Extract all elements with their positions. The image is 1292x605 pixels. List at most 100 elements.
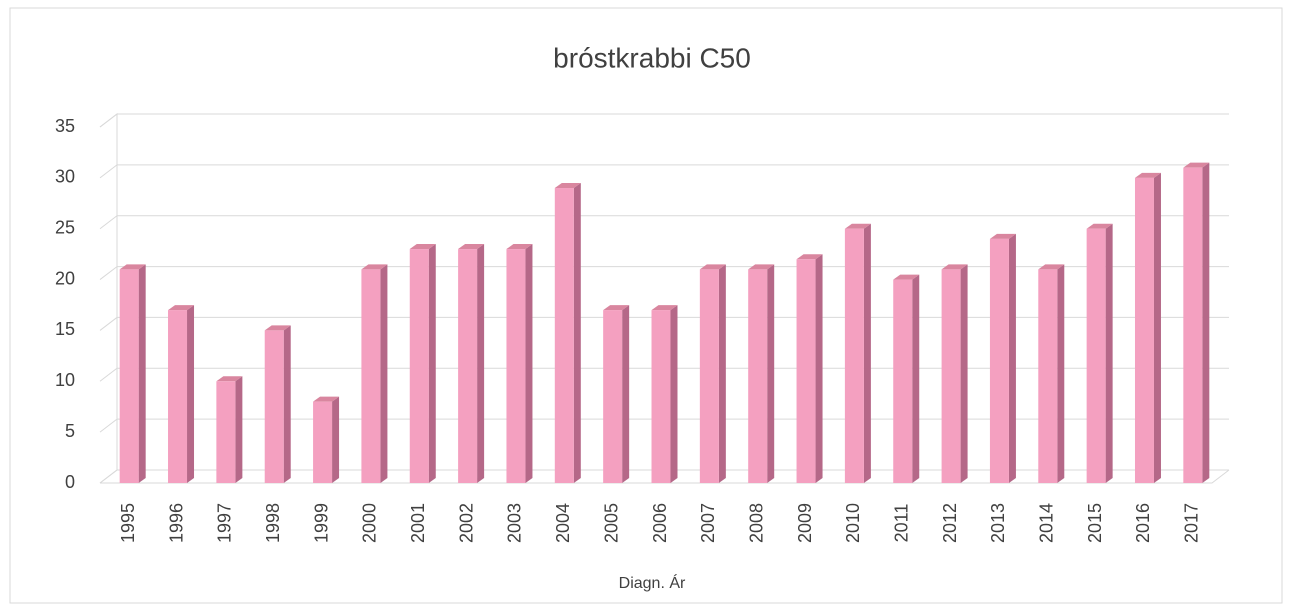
bar <box>941 269 961 483</box>
bar <box>603 310 623 483</box>
grid-line <box>99 164 1229 179</box>
bar-side <box>1153 172 1161 483</box>
bar-side <box>912 274 920 483</box>
x-tick-label: 2016 <box>1133 503 1153 543</box>
bar <box>893 279 913 483</box>
bar-top <box>458 244 485 250</box>
bar-side <box>283 325 291 483</box>
bar <box>1086 228 1106 483</box>
x-tick-label: 1998 <box>263 503 283 543</box>
bar-top <box>844 223 871 229</box>
bar <box>554 188 574 483</box>
x-tick-label: 2010 <box>843 503 863 543</box>
x-tick-label: 2005 <box>601 503 621 543</box>
bar-side <box>477 244 485 483</box>
x-tick-label: 2007 <box>698 503 718 543</box>
x-tick-label: 2017 <box>1182 503 1202 543</box>
x-tick-label: 1999 <box>311 503 331 543</box>
grid-line <box>99 113 1229 128</box>
bar <box>264 330 284 483</box>
bar-side <box>815 254 823 483</box>
x-tick-label: 2006 <box>650 503 670 543</box>
bar-top <box>409 244 436 250</box>
bar-side <box>332 396 340 483</box>
x-tick-label: 2015 <box>1085 503 1105 543</box>
bar-side <box>1008 233 1016 483</box>
bar-side <box>718 264 726 483</box>
x-tick-label: 2001 <box>408 503 428 543</box>
bar-top <box>893 274 920 280</box>
bar <box>409 249 429 483</box>
y-tick-label: 15 <box>55 319 75 339</box>
bar-side <box>138 264 146 483</box>
bar-side <box>428 244 436 483</box>
bar <box>796 259 816 483</box>
x-tick-label: 2002 <box>456 503 476 543</box>
bar-top <box>699 264 726 270</box>
x-tick-label: 2009 <box>795 503 815 543</box>
x-tick-label: 2012 <box>940 503 960 543</box>
bar-top <box>651 305 678 311</box>
bar-top <box>264 325 291 331</box>
bar-side <box>525 244 533 483</box>
bar-top <box>1183 162 1210 168</box>
bar-top <box>1038 264 1065 270</box>
y-tick-label: 30 <box>55 167 75 187</box>
bar-side <box>1057 264 1065 483</box>
x-axis-title: Diagn. Ár <box>619 573 686 592</box>
bar-top <box>941 264 968 270</box>
y-tick-label: 20 <box>55 268 75 288</box>
bar-top <box>989 233 1016 239</box>
bar <box>1134 177 1154 483</box>
x-tick-label: 1996 <box>166 503 186 543</box>
bar-top <box>796 254 823 260</box>
x-tick-label: 2000 <box>360 503 380 543</box>
bar <box>651 310 671 483</box>
bar <box>1038 269 1058 483</box>
x-tick-label: 1997 <box>215 503 235 543</box>
x-tick-label: 2014 <box>1037 503 1057 543</box>
chart-title: bróstkrabbi C50 <box>553 42 751 73</box>
bar-top <box>603 305 630 311</box>
x-tick-label: 2011 <box>891 504 911 543</box>
bar <box>989 238 1009 483</box>
bar-side <box>1105 223 1113 483</box>
bar-side <box>767 264 775 483</box>
bar <box>168 310 188 483</box>
x-tick-label: 2013 <box>988 503 1008 543</box>
bar <box>361 269 381 483</box>
bar-side <box>960 264 968 483</box>
bar <box>458 249 478 483</box>
bar <box>844 228 864 483</box>
bar-side <box>380 264 388 483</box>
bar <box>748 269 768 483</box>
chart-border <box>9 7 1283 604</box>
bar-top <box>361 264 388 270</box>
x-tick-label: 1995 <box>118 503 138 543</box>
x-tick-label: 2008 <box>746 503 766 543</box>
bar <box>506 249 526 483</box>
bar-top <box>119 264 146 270</box>
bar-top <box>748 264 775 270</box>
bar-top <box>554 183 581 189</box>
bar <box>313 401 333 483</box>
bar <box>216 381 236 483</box>
y-tick-label: 25 <box>55 217 75 237</box>
y-tick-label: 0 <box>65 472 75 492</box>
x-tick-label: 2004 <box>553 503 573 543</box>
y-tick-label: 35 <box>55 116 75 136</box>
bar-top <box>216 376 243 382</box>
grid-line <box>99 215 1229 230</box>
bar-side <box>622 305 630 483</box>
bar-side <box>187 305 195 483</box>
bar-top <box>1134 172 1161 178</box>
bar <box>119 269 139 483</box>
bar-side <box>670 305 678 483</box>
y-tick-label: 10 <box>55 370 75 390</box>
bar-side <box>235 376 243 483</box>
bar-top <box>1086 223 1113 229</box>
bar-side <box>863 223 871 483</box>
bar-side <box>1202 162 1210 483</box>
y-tick-label: 5 <box>65 421 75 441</box>
